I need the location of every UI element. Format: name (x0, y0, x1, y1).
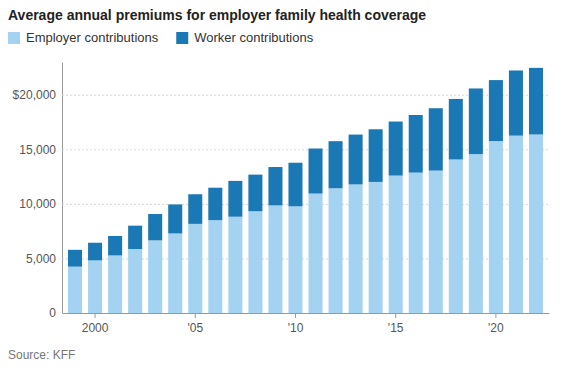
bar (429, 171, 443, 313)
series (68, 68, 543, 267)
bar (469, 154, 483, 313)
grid-line (62, 313, 549, 314)
x-tick: '20 (488, 313, 504, 335)
bar (349, 135, 363, 185)
legend-label: Employer contributions (26, 30, 159, 45)
x-axis: 2000 '05 '10 '15 '20 (63, 313, 550, 335)
bar (429, 108, 443, 170)
bar (449, 159, 463, 313)
bar (288, 206, 302, 313)
legend-item: Worker contributions (176, 30, 313, 45)
source: Source: KFF (8, 348, 75, 362)
bar (309, 149, 323, 194)
bar (228, 181, 242, 217)
chart: Average annual premiums for employer fam… (0, 0, 561, 369)
bar (369, 182, 383, 313)
x-tick-label: '15 (388, 321, 404, 335)
y-tick-label: $20,000 (13, 88, 57, 102)
bar (409, 115, 423, 173)
y-tick-label: 15,000 (19, 143, 56, 157)
bar (128, 249, 142, 313)
bar (188, 194, 202, 224)
bar (248, 175, 262, 212)
bar (389, 176, 403, 313)
series (68, 134, 543, 313)
legend-swatch (8, 32, 20, 44)
bar (88, 260, 102, 313)
bar (188, 224, 202, 313)
bar (268, 205, 282, 313)
legend-label: Worker contributions (194, 30, 313, 45)
bar (128, 226, 142, 249)
bar (409, 173, 423, 313)
bar (68, 267, 82, 313)
bar (68, 250, 82, 267)
bars (68, 68, 543, 313)
bar (248, 211, 262, 313)
x-tick: '15 (388, 313, 404, 335)
legend-swatch (176, 32, 188, 44)
bar (489, 80, 503, 141)
x-tick-mark (195, 313, 196, 318)
y-tick-label: 5,000 (26, 252, 56, 266)
bar (268, 167, 282, 205)
x-tick-mark (495, 313, 496, 318)
y-axis: 0 5,000 10,000 15,000 $20,000 (13, 63, 549, 321)
bar (349, 184, 363, 313)
bar (369, 129, 383, 182)
x-tick-label: '10 (288, 321, 304, 335)
x-tick: '10 (288, 313, 304, 335)
bar (208, 220, 222, 313)
bar (529, 134, 543, 313)
x-tick-label: '05 (187, 321, 203, 335)
bar (329, 188, 343, 313)
y-axis-line (62, 63, 63, 314)
bar (288, 163, 302, 207)
bar (148, 240, 162, 313)
bar (509, 70, 523, 135)
x-tick-mark (395, 313, 396, 318)
bar (88, 243, 102, 261)
bar (389, 122, 403, 176)
y-tick-label: 10,000 (19, 197, 56, 211)
bar (168, 204, 182, 233)
bar (168, 233, 182, 313)
x-tick: '05 (187, 313, 203, 335)
x-axis-line (63, 313, 550, 314)
bar (469, 88, 483, 154)
x-tick-label: 2000 (82, 321, 109, 335)
legend: Employer contributions Worker contributio… (8, 30, 314, 45)
bar (489, 141, 503, 313)
y-tick-label: 0 (49, 306, 56, 320)
bar (509, 136, 523, 313)
bar (309, 194, 323, 313)
bar (108, 255, 122, 313)
y-tick: $20,000 (13, 88, 549, 102)
x-tick-mark (95, 313, 96, 318)
bar (449, 99, 463, 160)
bar (329, 141, 343, 188)
bar (148, 214, 162, 240)
plot: 0 5,000 10,000 15,000 $20,000 2000 '05 '10 '15 '2… (13, 63, 550, 335)
x-tick: 2000 (82, 313, 109, 335)
bar (228, 217, 242, 313)
bar (529, 68, 543, 135)
bar (208, 188, 222, 220)
title: Average annual premiums for employer fam… (8, 7, 426, 23)
x-tick-mark (295, 313, 296, 318)
bar (108, 236, 122, 256)
x-tick-label: '20 (488, 321, 504, 335)
legend-item: Employer contributions (8, 30, 159, 45)
